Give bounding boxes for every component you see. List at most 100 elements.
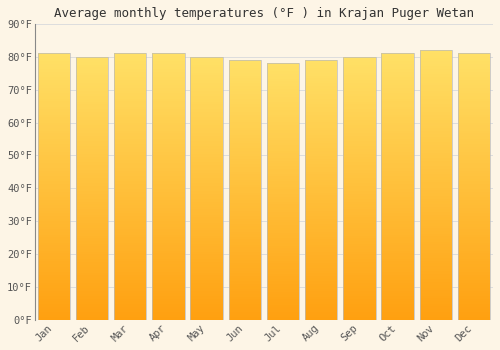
Bar: [267, 69, 299, 71]
Bar: [267, 253, 299, 256]
Bar: [343, 128, 376, 131]
Bar: [152, 243, 184, 245]
Bar: [267, 81, 299, 84]
Bar: [305, 182, 338, 185]
Bar: [76, 72, 108, 75]
Bar: [228, 70, 261, 73]
Bar: [152, 200, 184, 203]
Bar: [305, 133, 338, 135]
Bar: [420, 88, 452, 91]
Bar: [38, 317, 70, 320]
Bar: [458, 85, 490, 88]
Bar: [343, 159, 376, 162]
Bar: [458, 267, 490, 269]
Bar: [38, 216, 70, 219]
Bar: [382, 235, 414, 237]
Bar: [38, 211, 70, 214]
Bar: [420, 177, 452, 180]
Bar: [458, 64, 490, 67]
Bar: [38, 139, 70, 141]
Bar: [114, 54, 146, 320]
Bar: [228, 91, 261, 94]
Bar: [382, 160, 414, 163]
Bar: [38, 80, 70, 83]
Bar: [190, 317, 223, 320]
Bar: [343, 288, 376, 291]
Bar: [343, 223, 376, 225]
Bar: [267, 204, 299, 207]
Bar: [305, 164, 338, 167]
Bar: [152, 158, 184, 160]
Bar: [420, 166, 452, 169]
Bar: [190, 267, 223, 270]
Bar: [228, 286, 261, 289]
Bar: [458, 131, 490, 133]
Bar: [228, 169, 261, 172]
Bar: [190, 122, 223, 125]
Bar: [190, 78, 223, 80]
Bar: [382, 315, 414, 317]
Bar: [190, 57, 223, 320]
Bar: [114, 70, 146, 72]
Bar: [228, 296, 261, 299]
Bar: [228, 135, 261, 138]
Bar: [76, 294, 108, 296]
Bar: [228, 73, 261, 76]
Bar: [114, 136, 146, 139]
Bar: [76, 83, 108, 86]
Bar: [76, 238, 108, 241]
Bar: [38, 243, 70, 245]
Bar: [305, 289, 338, 291]
Bar: [228, 208, 261, 211]
Bar: [228, 122, 261, 125]
Bar: [305, 81, 338, 83]
Bar: [38, 195, 70, 197]
Bar: [267, 76, 299, 79]
Bar: [190, 133, 223, 136]
Bar: [190, 236, 223, 238]
Bar: [343, 149, 376, 152]
Bar: [343, 78, 376, 80]
Bar: [343, 317, 376, 320]
Bar: [152, 237, 184, 240]
Bar: [190, 102, 223, 104]
Bar: [267, 156, 299, 158]
Bar: [267, 135, 299, 138]
Bar: [382, 96, 414, 99]
Bar: [152, 120, 184, 123]
Bar: [114, 102, 146, 104]
Bar: [343, 162, 376, 165]
Bar: [267, 312, 299, 315]
Bar: [267, 133, 299, 135]
Bar: [76, 215, 108, 217]
Bar: [190, 60, 223, 62]
Bar: [343, 83, 376, 86]
Bar: [190, 191, 223, 194]
Bar: [190, 80, 223, 83]
Bar: [420, 212, 452, 215]
Bar: [114, 62, 146, 64]
Bar: [190, 238, 223, 241]
Bar: [228, 198, 261, 201]
Bar: [228, 151, 261, 154]
Bar: [458, 235, 490, 237]
Bar: [190, 170, 223, 173]
Bar: [305, 211, 338, 214]
Bar: [267, 66, 299, 69]
Bar: [267, 223, 299, 225]
Bar: [420, 271, 452, 274]
Bar: [76, 80, 108, 83]
Bar: [267, 192, 299, 194]
Bar: [267, 315, 299, 317]
Bar: [458, 128, 490, 131]
Bar: [76, 267, 108, 270]
Bar: [76, 157, 108, 159]
Bar: [190, 273, 223, 275]
Bar: [152, 275, 184, 277]
Bar: [420, 225, 452, 228]
Bar: [458, 147, 490, 149]
Bar: [343, 202, 376, 204]
Bar: [114, 171, 146, 173]
Bar: [420, 193, 452, 196]
Bar: [38, 91, 70, 93]
